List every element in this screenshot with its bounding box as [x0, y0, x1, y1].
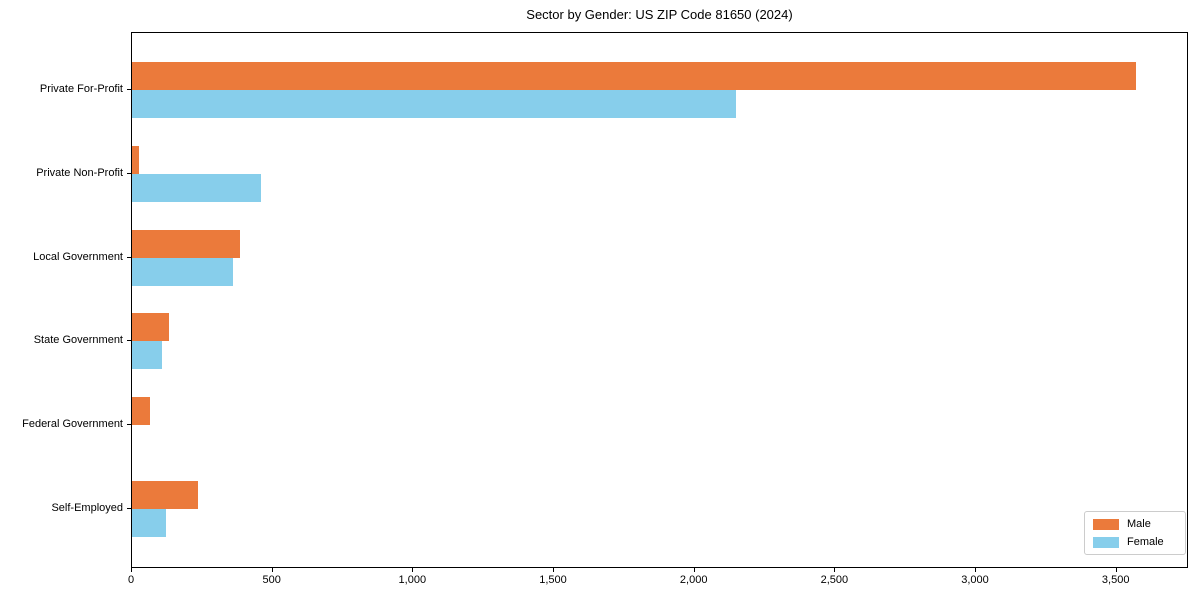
legend-item-female: Female [1093, 536, 1177, 548]
y-tick-mark [127, 508, 131, 509]
x-tick-label: 2,000 [679, 574, 708, 586]
legend: Male Female [1084, 511, 1186, 555]
bar-female-1 [132, 173, 262, 202]
bar-female-3 [132, 341, 162, 370]
x-tick-mark [271, 568, 273, 572]
x-tick-label: 1,500 [539, 574, 567, 586]
x-tick-mark [131, 568, 132, 572]
x-tick-label: 3,000 [961, 574, 989, 586]
bar-female-5 [132, 509, 166, 537]
plot-area [131, 32, 1188, 568]
x-tick-mark [693, 568, 695, 572]
y-tick-label: Local Government [33, 250, 123, 263]
x-tick-mark [553, 568, 554, 572]
x-tick-mark [975, 568, 976, 572]
y-tick-mark [127, 89, 131, 90]
bar-male-1 [132, 145, 139, 174]
y-tick-label: Federal Government [22, 418, 123, 431]
x-tick-label: 0 [127, 574, 135, 586]
x-tick-mark [1115, 568, 1117, 572]
bar-male-3 [132, 313, 169, 342]
y-tick-label: Private Non-Profit [36, 166, 123, 179]
x-tick-label: 500 [262, 574, 281, 586]
bar-male-4 [132, 397, 151, 426]
x-tick-mark [412, 568, 414, 572]
legend-item-male: Male [1093, 518, 1177, 530]
legend-label-male: Male [1127, 518, 1151, 530]
bar-male-2 [132, 229, 241, 258]
chart-title: Sector by Gender: US ZIP Code 81650 (202… [526, 7, 793, 22]
y-tick-mark [127, 256, 131, 258]
legend-label-female: Female [1127, 536, 1164, 548]
y-tick-mark [127, 424, 131, 426]
x-tick-label: 2,500 [820, 574, 849, 586]
y-tick-label: Private For-Profit [39, 83, 123, 95]
bar-female-0 [132, 90, 736, 118]
y-tick-mark [127, 172, 131, 174]
y-tick-label: State Government [33, 334, 123, 347]
female-color-swatch [1093, 536, 1119, 548]
x-tick-mark [834, 568, 836, 572]
y-tick-mark [127, 340, 131, 342]
x-tick-label: 1,000 [398, 574, 427, 586]
bar-female-2 [132, 257, 234, 286]
bar-male-5 [132, 481, 199, 509]
bar-male-0 [132, 62, 1137, 90]
x-tick-label: 3,500 [1101, 574, 1130, 586]
male-color-swatch [1093, 518, 1119, 530]
y-tick-label: Self-Employed [51, 502, 123, 514]
